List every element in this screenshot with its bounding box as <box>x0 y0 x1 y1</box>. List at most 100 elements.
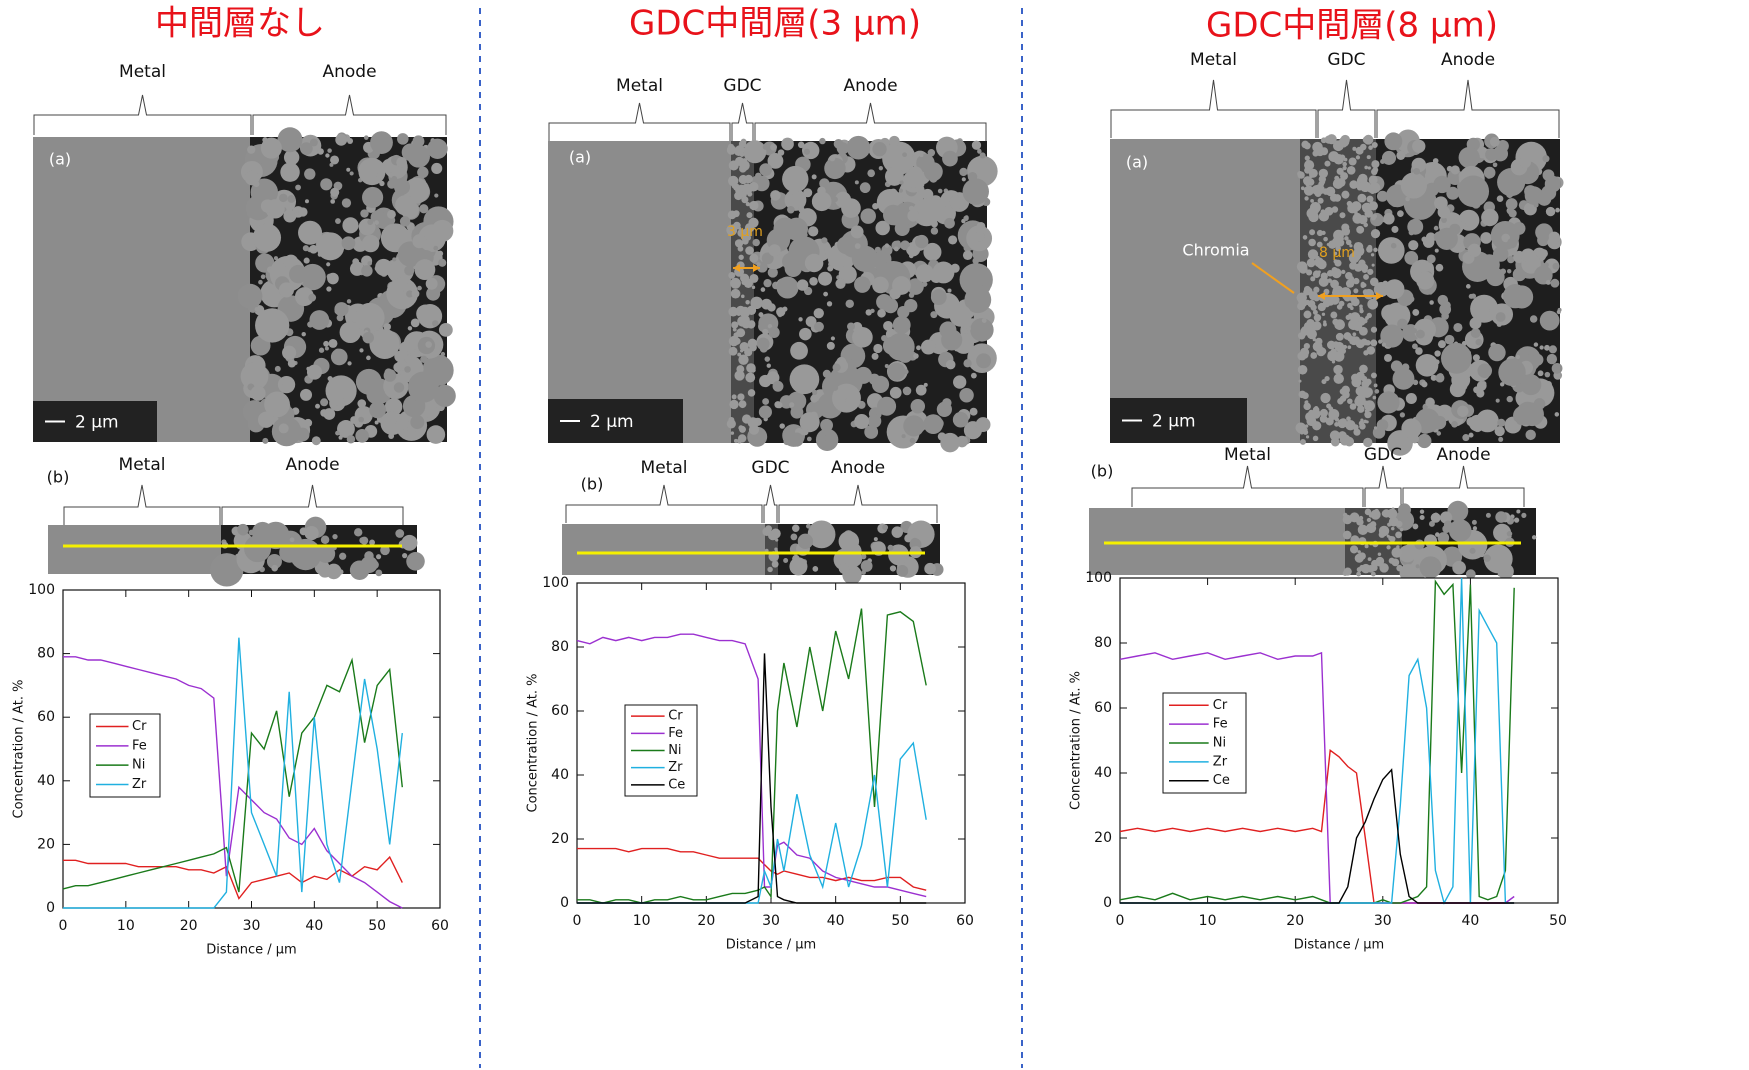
sem-grain <box>924 563 936 575</box>
sem-grain <box>1378 553 1381 556</box>
sem-grain <box>1308 239 1316 247</box>
sem-grain <box>1362 203 1372 213</box>
sem-grain <box>748 320 755 327</box>
sem-grain <box>1516 509 1520 513</box>
sem-grain <box>1507 531 1512 536</box>
sem-grain <box>1356 147 1364 155</box>
sem-grain <box>854 414 869 429</box>
sem-grain <box>1377 391 1399 413</box>
sem-grain <box>315 404 320 409</box>
sem-grain <box>1318 198 1324 204</box>
sem-grain <box>320 275 325 280</box>
sem-grain <box>1436 431 1441 436</box>
sem-grain <box>1336 333 1344 341</box>
sem-grain <box>347 435 355 443</box>
sem-grain <box>740 191 747 198</box>
x-tick-label: 50 <box>891 913 909 929</box>
sem-grain <box>1467 160 1472 165</box>
sem-grain <box>728 307 738 317</box>
sem-grain <box>904 299 917 312</box>
sem-grain <box>770 190 781 201</box>
x-tick-label: 40 <box>827 913 845 929</box>
sem-grain <box>317 148 323 154</box>
sem-grain <box>916 385 927 396</box>
sem-grain <box>1324 376 1329 381</box>
sem-grain <box>734 146 744 156</box>
sem-grain <box>1363 350 1368 355</box>
sem-grain <box>729 400 738 409</box>
sem-grain <box>1542 155 1549 162</box>
legend-label: Ce <box>1213 773 1230 788</box>
sem-grain <box>810 395 818 403</box>
sem-grain <box>395 195 415 215</box>
sem-grain <box>1400 412 1405 417</box>
sem-grain <box>733 184 740 191</box>
sem-grain <box>1304 196 1308 200</box>
sem-grain <box>900 181 904 185</box>
sem-grain <box>1367 196 1374 203</box>
sem-grain <box>1311 409 1321 419</box>
region-label: Metal <box>641 458 688 478</box>
sem-grain <box>767 567 772 572</box>
region-label: GDC <box>1327 50 1365 70</box>
sem-grain <box>1320 393 1330 403</box>
sem-grain <box>1392 507 1395 510</box>
sem-grain <box>807 437 812 442</box>
legend-label: Ni <box>668 743 681 758</box>
sem-grain <box>342 217 358 233</box>
sem-grain <box>839 531 859 551</box>
sem-grain <box>1436 264 1444 272</box>
sem-grain <box>290 537 295 542</box>
bracket <box>1377 80 1559 138</box>
sem-grain <box>893 316 911 334</box>
sem-grain <box>238 284 263 309</box>
sem-grain <box>818 272 832 286</box>
sem-grain <box>1373 396 1377 400</box>
sem-grain <box>1509 209 1517 217</box>
sem-grain <box>1420 515 1425 520</box>
sem-grain <box>439 323 453 337</box>
sem-grain <box>872 142 886 156</box>
sem-grain <box>1468 244 1481 257</box>
sem-grain <box>1304 142 1311 149</box>
sem-grain <box>759 163 772 176</box>
sem-grain <box>359 218 376 235</box>
sem-grain <box>1417 434 1431 448</box>
sem-grain <box>1334 373 1344 383</box>
sem-grain <box>827 301 832 306</box>
sem-grain <box>1516 355 1520 359</box>
sem-grain <box>774 401 781 408</box>
sem-grain <box>895 240 900 245</box>
sem-grain <box>741 295 745 299</box>
sem-grain <box>1400 528 1403 531</box>
sem-grain <box>1338 419 1347 428</box>
sem-grain <box>739 400 747 408</box>
panel-label: (b) <box>1091 462 1114 481</box>
sem-grain <box>334 349 342 357</box>
sem-grain <box>1371 253 1374 256</box>
sem-grain <box>1352 332 1356 336</box>
sem-grain <box>804 149 810 155</box>
sem-grain <box>1313 436 1319 442</box>
sem-grain <box>300 527 308 535</box>
sem-metal <box>48 525 221 574</box>
sem-grain <box>951 156 956 161</box>
y-tick-label: 80 <box>551 639 569 655</box>
sem-grain <box>792 548 796 552</box>
sem-grain <box>1353 424 1359 430</box>
sem-grain <box>728 144 734 150</box>
sem-grain <box>261 199 274 212</box>
sem-grain <box>931 289 947 305</box>
sem-grain <box>255 307 259 311</box>
sem-grain <box>1356 155 1360 159</box>
sem-grain <box>1337 168 1344 175</box>
thickness-label: 3 µm <box>727 224 763 240</box>
sem-grain <box>1359 421 1364 426</box>
sem-grain <box>797 279 808 290</box>
sem-grain <box>776 307 785 316</box>
sem-grain <box>355 303 385 333</box>
sem-grain <box>1365 390 1370 395</box>
sem-grain <box>889 288 900 299</box>
sem-grain <box>1349 157 1357 165</box>
sem-grain <box>255 308 289 342</box>
